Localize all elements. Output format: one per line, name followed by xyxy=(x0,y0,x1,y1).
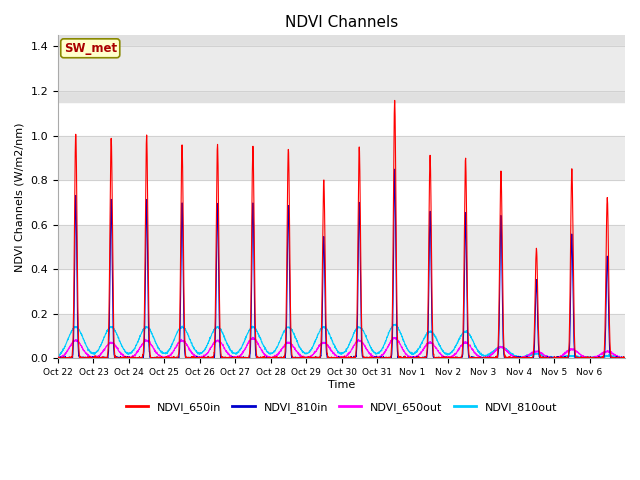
Bar xyxy=(58,225,625,269)
Y-axis label: NDVI Channels (W/m2/nm): NDVI Channels (W/m2/nm) xyxy=(15,122,25,272)
Bar xyxy=(58,47,625,91)
X-axis label: Time: Time xyxy=(328,380,355,390)
Bar xyxy=(58,135,625,180)
Bar xyxy=(58,36,625,102)
Bar xyxy=(58,314,625,358)
Text: SW_met: SW_met xyxy=(64,42,117,55)
Title: NDVI Channels: NDVI Channels xyxy=(285,15,398,30)
Legend: NDVI_650in, NDVI_810in, NDVI_650out, NDVI_810out: NDVI_650in, NDVI_810in, NDVI_650out, NDV… xyxy=(122,397,562,417)
